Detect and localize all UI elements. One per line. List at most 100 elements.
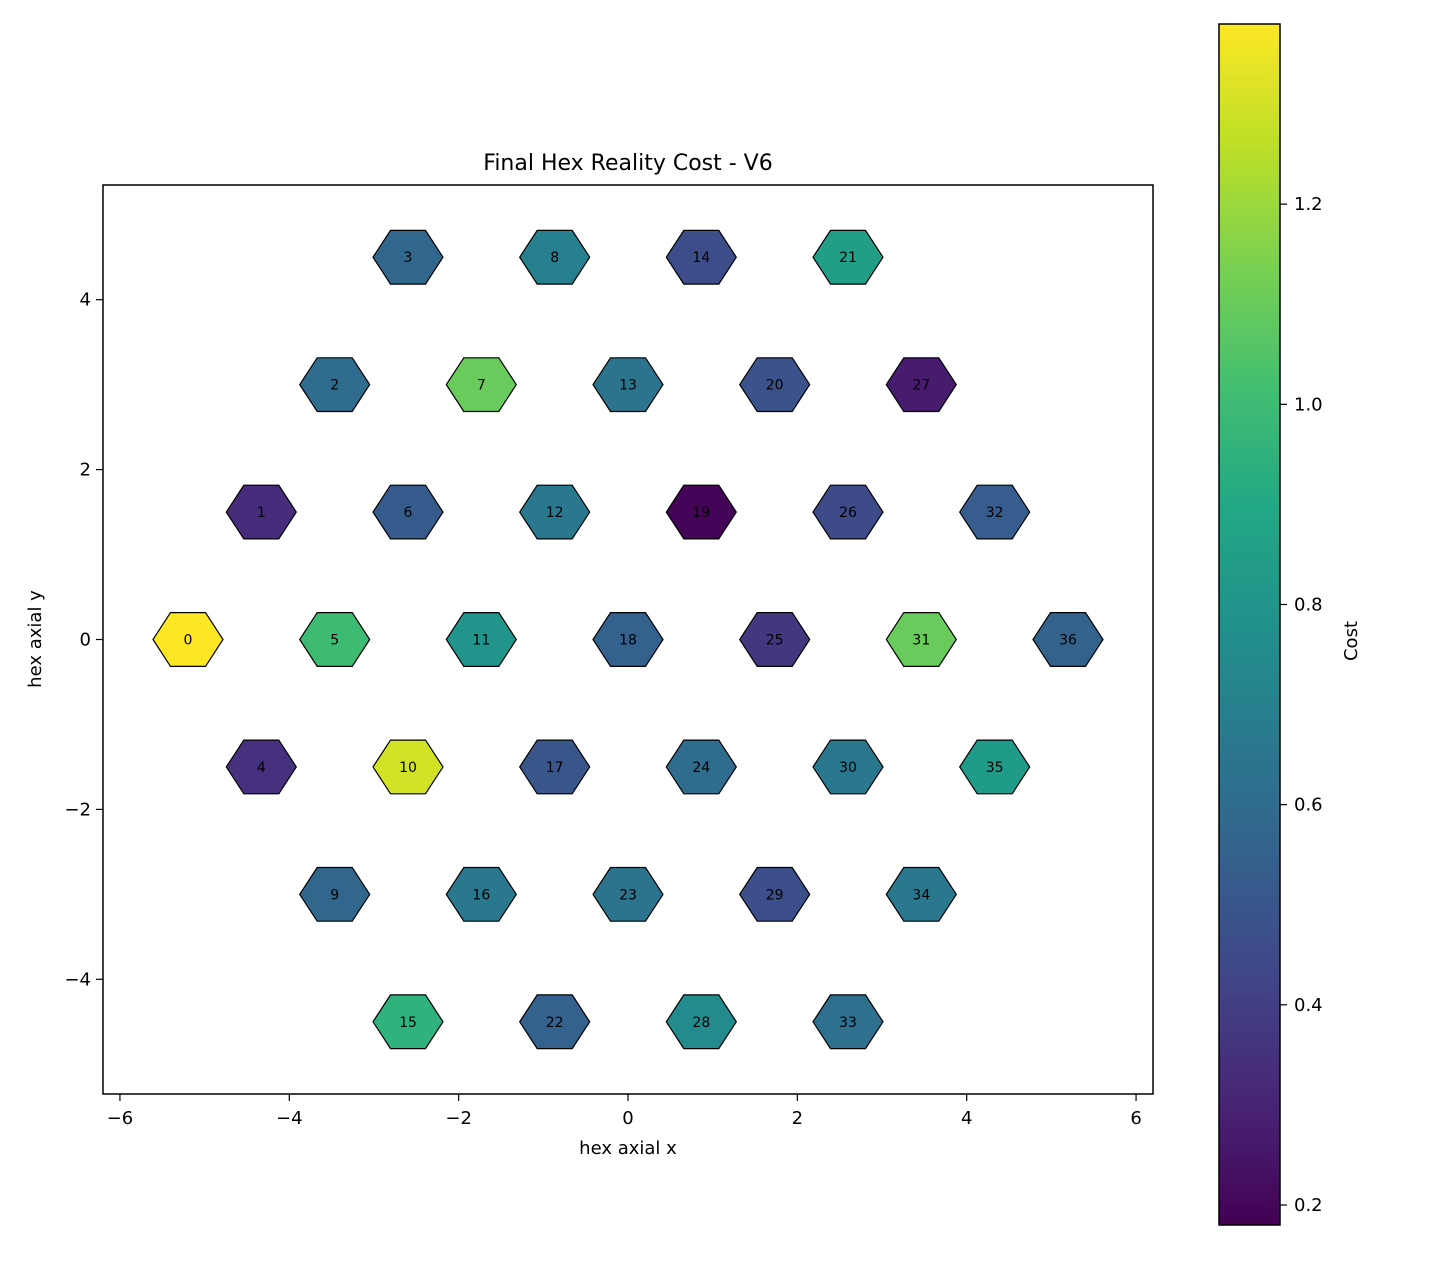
hex-cell-24: [665, 739, 738, 795]
hex-label-35: 35: [986, 760, 1004, 776]
hex-cell-31: [885, 611, 958, 668]
hex-label-3: 3: [404, 250, 413, 266]
hex-cell-8: [518, 229, 591, 285]
hex-label-30: 30: [839, 760, 857, 776]
hex-cell-19: [665, 484, 738, 540]
hex-cell-25: [738, 611, 811, 668]
x-tick-label: 0: [622, 1108, 633, 1129]
hex-cell-15: [372, 994, 444, 1050]
hex-cell-6: [372, 484, 444, 540]
hex-cell-32: [958, 484, 1031, 540]
hex-label-21: 21: [839, 250, 857, 266]
hex-cell-33: [812, 994, 884, 1050]
colorbar-label: Cost: [1341, 621, 1362, 661]
hex-label-0: 0: [184, 633, 193, 649]
y-tick-label: 4: [80, 290, 91, 311]
colorbar-tick-label: 0.6: [1294, 795, 1323, 816]
hex-label-1: 1: [257, 505, 266, 521]
colorbar-tick-label: 1.0: [1294, 394, 1323, 415]
hex-label-4: 4: [257, 760, 266, 776]
colorbar-tick-label: 1.2: [1294, 194, 1323, 215]
hex-label-28: 28: [692, 1015, 710, 1031]
hex-cell-16: [445, 866, 518, 922]
hex-cell-36: [1032, 611, 1104, 668]
y-tick-label: −2: [64, 799, 91, 820]
hex-cell-26: [812, 484, 884, 540]
colorbar-tick-label: 0.8: [1294, 594, 1323, 615]
hex-cell-35: [958, 739, 1031, 795]
hex-label-23: 23: [619, 887, 637, 903]
hex-label-14: 14: [692, 250, 710, 266]
hex-label-32: 32: [986, 505, 1004, 521]
hex-label-17: 17: [546, 760, 564, 776]
hex-label-12: 12: [546, 505, 564, 521]
hex-cell-14: [665, 229, 738, 285]
hex-label-2: 2: [330, 378, 339, 394]
x-tick-label: 4: [961, 1108, 972, 1129]
hex-label-24: 24: [692, 760, 710, 776]
hex-cell-11: [445, 611, 518, 668]
y-tick-label: −4: [64, 969, 91, 990]
x-tick-label: −4: [276, 1108, 303, 1129]
hex-label-6: 6: [404, 505, 413, 521]
hex-cell-34: [885, 866, 958, 922]
colorbar-gradient: [1218, 23, 1281, 1226]
x-axis-label: hex axial x: [579, 1138, 677, 1159]
y-tick-label: 2: [80, 460, 91, 481]
chart-title: Final Hex Reality Cost - V6: [483, 151, 772, 176]
hex-cell-22: [518, 994, 591, 1050]
y-axis-label: hex axial y: [25, 590, 46, 688]
hex-cell-4: [225, 739, 298, 795]
hex-label-36: 36: [1059, 633, 1077, 649]
hex-cell-9: [298, 866, 371, 922]
hex-cell-10: [372, 739, 444, 795]
colorbar-tick-label: 0.2: [1294, 1195, 1323, 1216]
hex-cell-17: [518, 739, 591, 795]
hex-label-9: 9: [330, 887, 339, 903]
hex-cell-3: [372, 229, 444, 285]
hex-label-5: 5: [330, 633, 339, 649]
x-tick-label: 6: [1130, 1108, 1141, 1129]
hex-label-18: 18: [619, 633, 637, 649]
hex-label-26: 26: [839, 505, 857, 521]
colorbar-tick-label: 0.4: [1294, 995, 1323, 1016]
hex-cell-2: [298, 357, 371, 413]
plot-area: 0123456789101112131415161718192021222324…: [64, 184, 1154, 1129]
hex-label-27: 27: [912, 378, 930, 394]
hex-cell-28: [665, 994, 738, 1050]
hex-label-11: 11: [472, 633, 490, 649]
hex-label-7: 7: [477, 378, 486, 394]
hex-cell-5: [298, 611, 371, 668]
hex-label-16: 16: [472, 887, 490, 903]
hex-cell-29: [738, 866, 811, 922]
hex-cell-1: [225, 484, 298, 540]
hex-label-15: 15: [399, 1015, 417, 1031]
x-tick-label: 2: [792, 1108, 803, 1129]
x-tick-label: −6: [107, 1108, 134, 1129]
hex-label-34: 34: [912, 887, 930, 903]
y-tick-label: 0: [80, 630, 91, 651]
hex-label-19: 19: [692, 505, 710, 521]
hex-cell-20: [738, 357, 811, 413]
hex-cell-7: [445, 357, 518, 413]
hex-cell-27: [885, 357, 958, 413]
hex-cell-13: [592, 357, 664, 413]
hex-cell-21: [812, 229, 884, 285]
hex-label-13: 13: [619, 378, 637, 394]
hex-label-8: 8: [550, 250, 559, 266]
hex-cell-30: [812, 739, 884, 795]
hex-cell-18: [592, 611, 664, 668]
hex-label-10: 10: [399, 760, 417, 776]
x-tick-label: −2: [445, 1108, 472, 1129]
hex-cell-23: [592, 866, 664, 922]
hex-label-29: 29: [766, 887, 784, 903]
hex-label-31: 31: [912, 633, 930, 649]
hex-cell-12: [518, 484, 591, 540]
hex-cell-0: [152, 611, 224, 668]
hex-label-22: 22: [546, 1015, 564, 1031]
hex-label-33: 33: [839, 1015, 857, 1031]
hex-label-25: 25: [766, 633, 784, 649]
colorbar: 0.2 0.4 0.6 0.8 1.0 1.2 Cost: [1218, 23, 1362, 1226]
hex-label-20: 20: [766, 378, 784, 394]
